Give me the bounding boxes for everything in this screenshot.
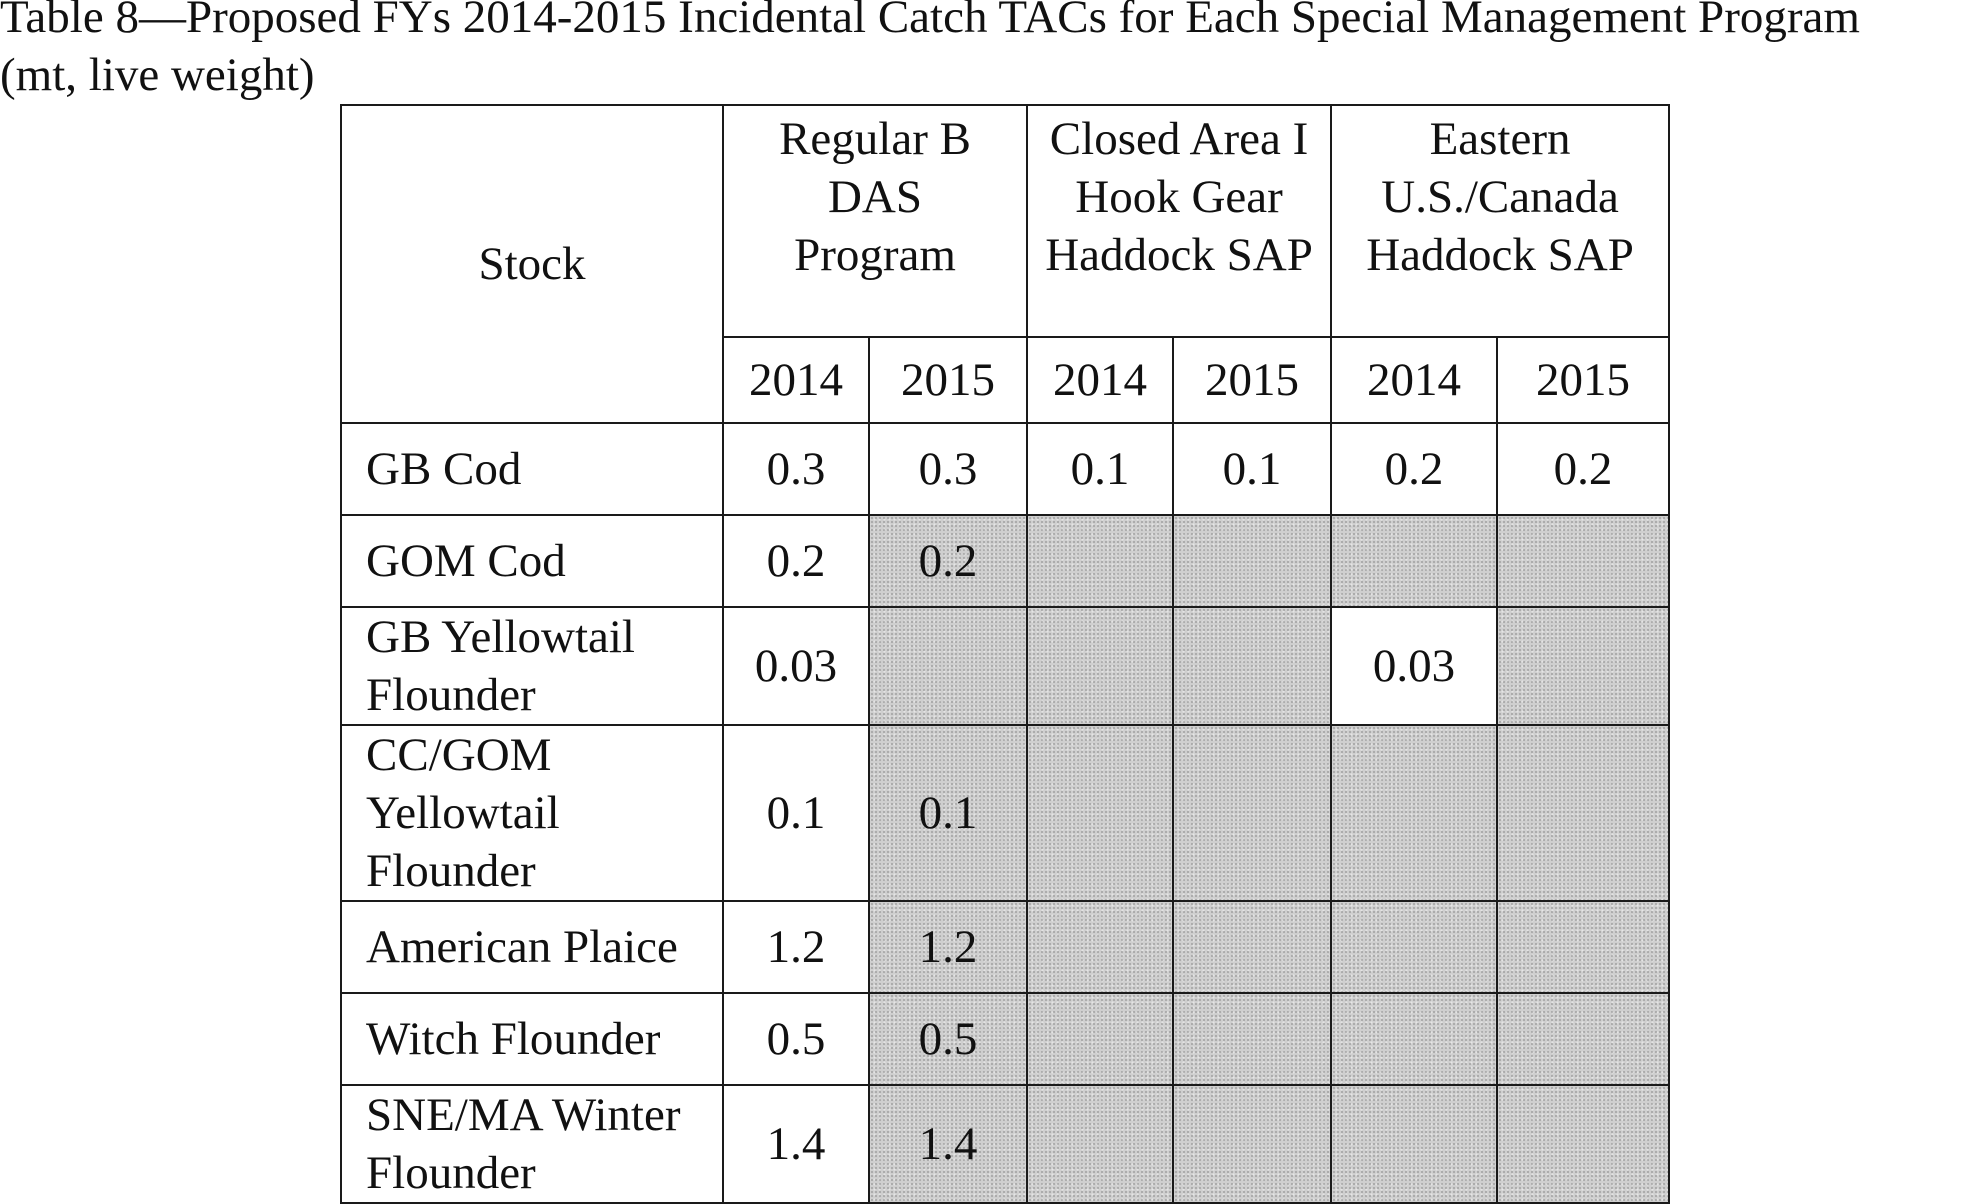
value-cell: 1.4	[722, 1084, 870, 1204]
group-label: Regular B DAS Program	[779, 113, 971, 281]
year-header: 2014	[1330, 336, 1499, 424]
shaded-value-cell	[1026, 606, 1175, 726]
shaded-value-cell: 1.4	[867, 1084, 1029, 1204]
value-cell: 0.1	[1172, 422, 1333, 516]
caption-units: (mt, live weight)	[0, 49, 315, 101]
table-row: SNE/MA Winter Flounder 1.4 1.4	[340, 1084, 1671, 1204]
year-header: 2014	[722, 336, 870, 424]
table-row: CC/GOM Yellowtail Flounder 0.1 0.1	[340, 724, 1671, 902]
value-cell: 0.5	[722, 992, 870, 1086]
shaded-value-cell	[1496, 724, 1671, 902]
shaded-value-cell	[1172, 900, 1333, 994]
group-header-closed-area-i: Closed Area I Hook Gear Haddock SAP	[1026, 104, 1333, 338]
table-caption: Table 8—Proposed FYs 2014-2015 Incidenta…	[0, 0, 1986, 104]
shaded-value-cell	[867, 606, 1029, 726]
stock-cell: GOM Cod	[340, 514, 724, 608]
shaded-value-cell: 0.1	[867, 724, 1029, 902]
table-row: American Plaice 1.2 1.2	[340, 900, 1671, 994]
stock-cell: CC/GOM Yellowtail Flounder	[340, 724, 724, 902]
stock-cell: GB Yellowtail Flounder	[340, 606, 724, 726]
year-header: 2015	[1172, 336, 1333, 424]
value-cell: 0.1	[1026, 422, 1175, 516]
year-header: 2015	[1496, 336, 1671, 424]
stock-cell: GB Cod	[340, 422, 724, 516]
shaded-value-cell	[1172, 1084, 1333, 1204]
shaded-value-cell: 0.2	[867, 514, 1029, 608]
group-label: Eastern U.S./Canada Haddock SAP	[1366, 113, 1634, 281]
shaded-value-cell	[1330, 992, 1499, 1086]
table-row: GOM Cod 0.2 0.2	[340, 514, 1671, 608]
stock-cell: SNE/MA Winter Flounder	[340, 1084, 724, 1204]
shaded-value-cell	[1496, 514, 1671, 608]
table-row: Witch Flounder 0.5 0.5	[340, 992, 1671, 1086]
shaded-value-cell	[1172, 724, 1333, 902]
value-cell: 0.03	[1330, 606, 1499, 726]
shaded-value-cell	[1496, 900, 1671, 994]
shaded-value-cell	[1330, 514, 1499, 608]
value-cell: 0.2	[1330, 422, 1499, 516]
stock-cell: Witch Flounder	[340, 992, 724, 1086]
shaded-value-cell	[1496, 1084, 1671, 1204]
group-label: Closed Area I Hook Gear Haddock SAP	[1045, 113, 1313, 281]
incidental-catch-tac-table: Stock Regular B DAS Program Closed Area …	[340, 104, 1671, 1204]
shaded-value-cell	[1026, 900, 1175, 994]
shaded-value-cell	[1330, 724, 1499, 902]
value-cell: 0.3	[722, 422, 870, 516]
table-body: GB Cod 0.3 0.3 0.1 0.1 0.2 0.2 GOM Cod 0.2 0.2 GB …	[340, 422, 1671, 1204]
header-row-years: 2014 2015 2014 2015 2014 2015	[341, 336, 1671, 424]
shaded-value-cell	[1026, 514, 1175, 608]
year-header: 2015	[867, 336, 1029, 424]
table-row: GB Yellowtail Flounder 0.03 0.03	[340, 606, 1671, 726]
value-cell: 0.2	[722, 514, 870, 608]
table-header: Stock Regular B DAS Program Closed Area …	[340, 104, 1671, 424]
value-cell: 0.2	[1496, 422, 1671, 516]
shaded-value-cell	[1172, 606, 1333, 726]
value-cell: 0.1	[722, 724, 870, 902]
shaded-value-cell	[1172, 992, 1333, 1086]
year-header: 2014	[1026, 336, 1175, 424]
caption-title: Table 8—Proposed FYs 2014-2015 Incidenta…	[0, 0, 1860, 43]
shaded-value-cell: 1.2	[867, 900, 1029, 994]
shaded-value-cell	[1026, 992, 1175, 1086]
shaded-value-cell	[1496, 606, 1671, 726]
value-cell: 0.03	[722, 606, 870, 726]
shaded-value-cell	[1496, 992, 1671, 1086]
value-cell: 1.2	[722, 900, 870, 994]
group-header-regular-b-das: Regular B DAS Program	[721, 104, 1029, 338]
shaded-value-cell	[1172, 514, 1333, 608]
shaded-value-cell	[1026, 1084, 1175, 1204]
shaded-value-cell	[1026, 724, 1175, 902]
shaded-value-cell	[1330, 900, 1499, 994]
stock-column-header: Stock	[340, 104, 724, 424]
table-row: GB Cod 0.3 0.3 0.1 0.1 0.2 0.2	[340, 422, 1671, 516]
shaded-value-cell: 0.5	[867, 992, 1029, 1086]
header-row-groups: Stock Regular B DAS Program Closed Area …	[340, 104, 1671, 424]
group-header-eastern-us-canada: Eastern U.S./Canada Haddock SAP	[1330, 104, 1671, 338]
value-cell: 0.3	[867, 422, 1029, 516]
stock-cell: American Plaice	[340, 900, 724, 994]
shaded-value-cell	[1330, 1084, 1499, 1204]
